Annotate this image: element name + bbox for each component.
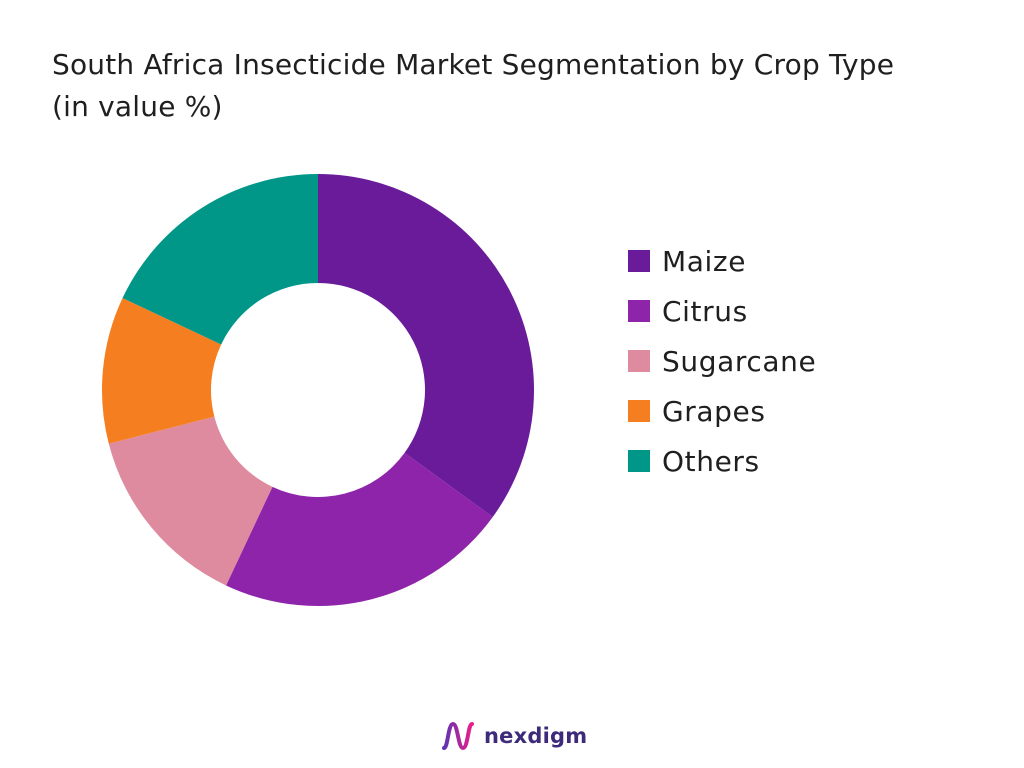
legend-label: Maize — [662, 244, 747, 278]
brand-name: nexdigm — [484, 724, 588, 748]
legend-label: Others — [662, 444, 760, 478]
slice-grapes — [101, 298, 222, 444]
legend-label: Sugarcane — [662, 344, 817, 378]
slice-others — [122, 174, 318, 345]
brand-logo: nexdigm — [440, 716, 587, 756]
legend-item-grapes: Grapes — [628, 386, 816, 436]
legend-item-citrus: Citrus — [628, 286, 816, 336]
legend-swatch — [628, 350, 650, 372]
chart-title-line-1: South Africa Insecticide Market Segmenta… — [52, 48, 895, 81]
legend-swatch — [628, 400, 650, 422]
slice-maize — [318, 174, 534, 517]
legend-label: Citrus — [662, 294, 748, 328]
legend-swatch — [628, 300, 650, 322]
legend-label: Grapes — [662, 394, 766, 428]
legend-item-sugarcane: Sugarcane — [628, 336, 816, 386]
slice-sugarcane — [108, 416, 273, 586]
nexdigm-logo-icon — [442, 721, 474, 751]
legend-swatch — [628, 250, 650, 272]
chart-title: South Africa Insecticide Market Segmenta… — [52, 44, 1002, 128]
legend-item-others: Others — [628, 436, 816, 486]
chart-legend: Maize Citrus Sugarcane Grapes Others — [628, 236, 816, 486]
chart-title-line-2: (in value %) — [52, 90, 223, 123]
legend-swatch — [628, 450, 650, 472]
legend-item-maize: Maize — [628, 236, 816, 286]
slice-citrus — [226, 452, 493, 606]
